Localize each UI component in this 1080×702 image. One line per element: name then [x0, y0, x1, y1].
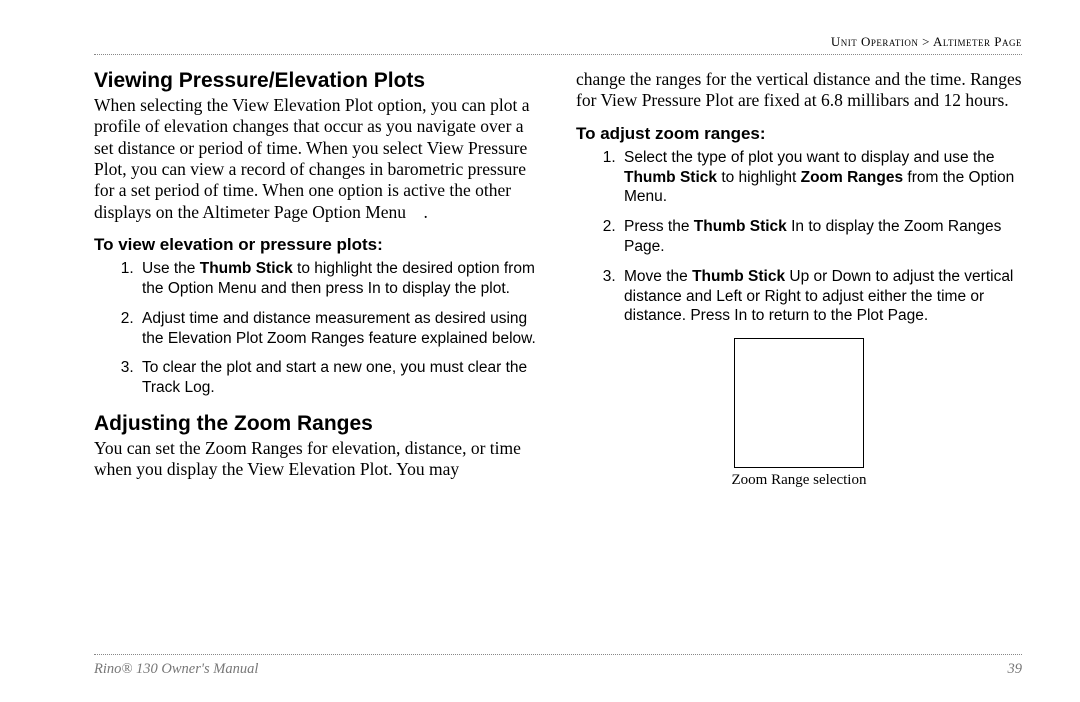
bold-term: Thumb Stick [200, 260, 293, 277]
list-item: Move the Thumb Stick Up or Down to adjus… [620, 267, 1022, 326]
list-item: Press the Thumb Stick In to display the … [620, 217, 1022, 257]
figure-box [734, 338, 864, 468]
figure-caption: Zoom Range selection [732, 472, 867, 489]
bold-term: Thumb Stick [692, 268, 785, 285]
list-item: Adjust time and distance measurement as … [138, 309, 540, 349]
bold-term: Thumb Stick [694, 218, 787, 235]
bold-term: Thumb Stick [624, 169, 717, 186]
list-item: Select the type of plot you want to disp… [620, 148, 1022, 207]
para-zoom-continued: change the ranges for the vertical dista… [576, 69, 1022, 112]
breadcrumb: Unit Operation > Altimeter Page [94, 34, 1022, 50]
content-columns: Viewing Pressure/Elevation Plots When se… [94, 69, 1022, 493]
subheading-adjust-zoom: To adjust zoom ranges: [576, 124, 1022, 144]
footer-page-number: 39 [1008, 661, 1023, 678]
list-item: Use the Thumb Stick to highlight the des… [138, 259, 540, 299]
column-left: Viewing Pressure/Elevation Plots When se… [94, 69, 540, 493]
para-zoom-ranges: You can set the Zoom Ranges for elevatio… [94, 438, 540, 481]
steps-view-plots: Use the Thumb Stick to highlight the des… [94, 259, 540, 398]
para-viewing-plots: When selecting the View Elevation Plot o… [94, 95, 540, 223]
top-rule [94, 54, 1022, 55]
breadcrumb-sep: > [918, 34, 933, 49]
column-right: change the ranges for the vertical dista… [576, 69, 1022, 493]
footer-manual: Rino® 130 Owner's Manual [94, 661, 258, 678]
breadcrumb-right: Altimeter Page [933, 34, 1022, 49]
list-item: To clear the plot and start a new one, y… [138, 358, 540, 398]
breadcrumb-left: Unit Operation [831, 34, 919, 49]
subheading-view-plots: To view elevation or pressure plots: [94, 235, 540, 255]
figure-zoom-range: Zoom Range selection [576, 338, 1022, 489]
steps-adjust-zoom: Select the type of plot you want to disp… [576, 148, 1022, 327]
bold-term: Zoom Ranges [801, 169, 903, 186]
heading-zoom-ranges: Adjusting the Zoom Ranges [94, 412, 540, 436]
heading-viewing-plots: Viewing Pressure/Elevation Plots [94, 69, 540, 93]
page-footer: Rino® 130 Owner's Manual 39 [94, 654, 1022, 678]
